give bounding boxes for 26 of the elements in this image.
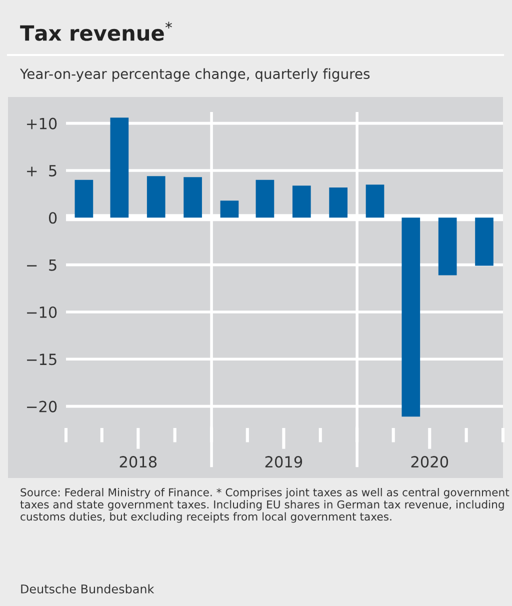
x-tick-label: 2020 [411,456,448,468]
bar [402,218,420,417]
text: Deutsche Bundesbank [21,584,154,594]
y-tick-label: −20 [27,400,57,412]
y-tick-label: 0 [48,212,57,224]
y-tick-label: −15 [27,354,56,366]
y-tick-label: + 5 [27,165,56,177]
bar [329,187,348,218]
source-note: Source: Federal Ministry of Finance. * Comprises joint taxes as well as central government taxes and state government taxes. Including EU shares in German tax revenue, including customs duties, but excluding receipts from local government taxes. [20,488,510,523]
y-tick-label: −10 [27,306,57,318]
chart-title: Tax revenue$^{*}$ [20,22,172,41]
bar [74,180,94,218]
bar [146,176,166,218]
bar [366,184,384,218]
bar [438,218,457,276]
y-tick-label: − 5 [27,259,56,271]
bar [110,118,129,218]
y-tick-label: +10 [27,118,57,130]
bar [475,218,494,266]
x-tick-label: 2019 [265,456,302,468]
chart-subtitle: Year-on-year percentage change, quarterly figures [20,68,370,82]
x-tick-label: 2018 [120,456,157,468]
bar [256,180,274,218]
bar [184,177,202,218]
bar [292,186,311,218]
bar [220,200,239,218]
